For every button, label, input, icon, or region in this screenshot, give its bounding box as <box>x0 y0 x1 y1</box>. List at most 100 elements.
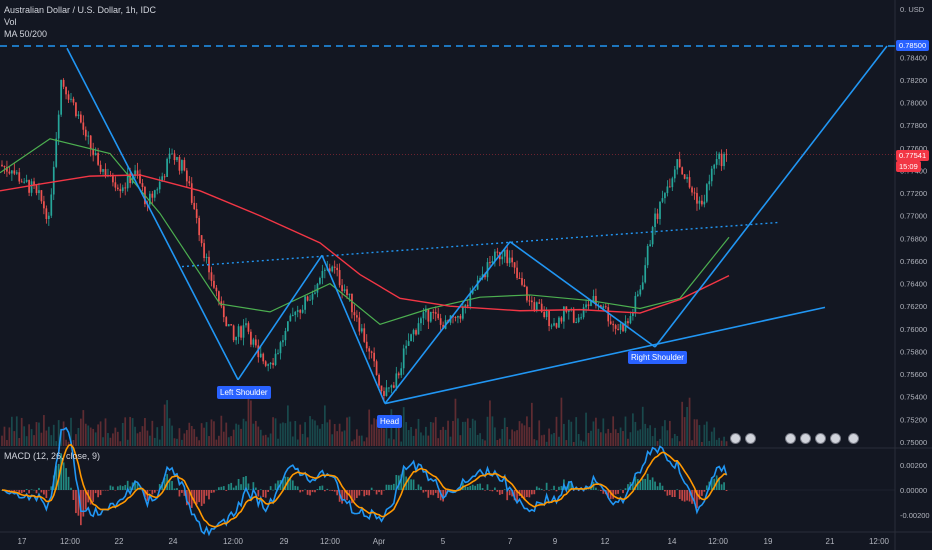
pattern-drawings[interactable] <box>0 45 895 405</box>
price-tick-label: 0.77600 <box>900 144 927 153</box>
volume-bar <box>422 435 425 446</box>
volume-bar <box>79 418 82 446</box>
volume-bar <box>659 438 661 446</box>
volume-bar <box>385 425 388 446</box>
price-tick-label: 0.76600 <box>900 257 927 266</box>
volume-bar <box>407 430 410 446</box>
event-badge-icon[interactable] <box>785 433 796 444</box>
volume-bar <box>124 417 127 446</box>
event-badge-icon[interactable] <box>745 433 756 444</box>
time-label: 9 <box>553 537 558 546</box>
candle-body <box>420 318 422 324</box>
candle-body <box>609 321 612 324</box>
candle-body <box>99 164 102 172</box>
candle-body <box>558 317 560 328</box>
candle-body <box>651 227 654 245</box>
candle-body <box>306 296 309 301</box>
candle-body <box>545 310 548 318</box>
candle-body <box>540 303 543 312</box>
volume-bar <box>89 427 92 446</box>
volume-bar <box>77 427 80 446</box>
macd-histogram-bar <box>681 490 684 501</box>
candle-body <box>693 192 696 194</box>
candle-body <box>208 256 210 273</box>
candle-body <box>577 317 580 322</box>
volume-bar <box>661 426 664 446</box>
macd-histogram-bar <box>215 489 218 491</box>
volume-bar <box>595 417 597 446</box>
event-badge-icon[interactable] <box>848 433 859 444</box>
volume-bar <box>301 433 304 446</box>
volume-bar <box>619 427 622 446</box>
volume-bar <box>84 423 87 446</box>
ma-legend: MA 50/200 <box>4 29 48 39</box>
candle-body <box>501 256 504 260</box>
volume-bar <box>439 429 442 446</box>
macd-histogram-bar <box>656 486 659 490</box>
volume-bar <box>62 421 65 446</box>
volume-bar <box>205 422 208 446</box>
candle-body <box>439 318 442 325</box>
volume-bar <box>156 427 159 446</box>
volume-bar <box>346 417 348 446</box>
time-label: 14 <box>668 537 677 546</box>
macd-histogram-bar <box>156 490 159 491</box>
macd-histogram-bar <box>570 482 573 490</box>
head-label[interactable]: Head <box>377 415 403 428</box>
macd-histogram-bar <box>158 484 161 490</box>
candle-body <box>602 306 605 309</box>
candle-body <box>461 307 464 319</box>
candle-body <box>555 323 558 328</box>
candle-body <box>656 213 659 219</box>
macd-histogram-bar <box>99 490 102 496</box>
candle-body <box>673 169 676 179</box>
macd-histogram-bar <box>146 490 149 501</box>
volume-bar <box>57 420 60 446</box>
macd-histogram-bar <box>222 486 225 490</box>
candle-body <box>508 257 511 264</box>
candle-body <box>518 277 521 279</box>
left-shoulder-label[interactable]: Left Shoulder <box>217 386 271 399</box>
macd-histogram-bar <box>336 490 339 496</box>
event-badge-icon[interactable] <box>800 433 811 444</box>
volume-bar <box>259 429 262 446</box>
macd-histogram-bar <box>614 490 617 495</box>
volume-bar <box>218 435 220 446</box>
candle-body <box>535 302 538 311</box>
macd-histogram-bar <box>560 485 563 490</box>
candle-body <box>92 148 95 156</box>
macd-histogram-bar <box>429 490 432 495</box>
macd-histogram-bar <box>119 485 122 490</box>
macd-histogram-bar <box>464 486 467 490</box>
volume-bar <box>676 435 679 446</box>
macd-histogram-bar <box>496 490 499 492</box>
volume-bar <box>432 422 435 446</box>
volume-bar <box>703 424 706 446</box>
event-badge-icon[interactable] <box>730 433 741 444</box>
candle-body <box>543 311 546 318</box>
candle-body <box>62 79 65 87</box>
event-badge-icon[interactable] <box>830 433 841 444</box>
candle-body <box>585 304 587 308</box>
macd-histogram-bar <box>114 490 117 491</box>
macd-histogram-bar <box>245 476 247 490</box>
event-badge-icon[interactable] <box>815 433 826 444</box>
candle-body <box>701 200 703 205</box>
macd-histogram-bar <box>326 488 329 490</box>
candle-body <box>43 201 45 209</box>
volume-bar <box>240 428 242 446</box>
macd-histogram-bar <box>10 490 13 491</box>
price-tick-label: 0.75200 <box>900 415 927 424</box>
candle-body <box>87 135 90 137</box>
macd-histogram-bar <box>356 490 358 498</box>
volume-bar <box>181 439 183 446</box>
candle-body <box>471 289 474 294</box>
candle-body <box>646 246 649 266</box>
volume-bar <box>269 433 272 446</box>
candle-body <box>612 323 615 326</box>
right-shoulder-label[interactable]: Right Shoulder <box>628 351 687 364</box>
volume-bar <box>617 432 619 446</box>
volume-bar <box>121 422 124 446</box>
macd-histogram-bar <box>33 489 35 491</box>
